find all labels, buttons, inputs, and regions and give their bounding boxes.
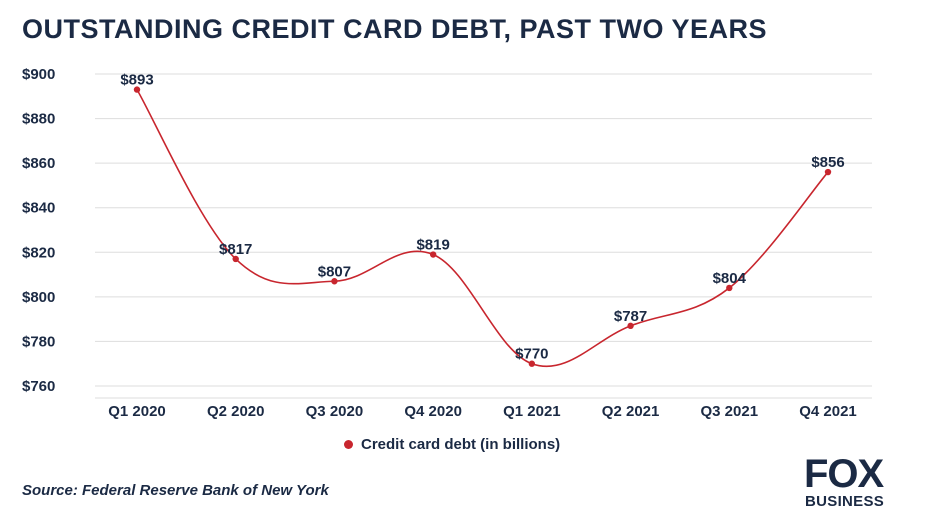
data-point (429, 251, 437, 258)
logo-business-text: BUSINESS (805, 493, 885, 510)
data-label: $817 (219, 241, 252, 258)
y-tick-label: $760 (22, 378, 55, 395)
y-tick-label: $820 (22, 244, 55, 261)
y-tick-label: $780 (22, 333, 55, 350)
x-tick-label: Q3 2021 (701, 403, 759, 420)
logo-fox-text: FOX (804, 452, 884, 496)
series-points (133, 86, 832, 367)
data-label: $787 (614, 308, 647, 325)
x-tick-label: Q2 2021 (602, 403, 660, 420)
x-tick-label: Q4 2021 (799, 403, 857, 420)
data-point (133, 86, 141, 93)
data-label: $856 (811, 154, 844, 171)
data-label: $807 (318, 263, 351, 280)
data-label: $804 (713, 270, 747, 287)
x-axis-ticks: Q1 2020 Q2 2020 Q3 2020 Q4 2020 Q1 2021 Q2 20… (108, 403, 857, 420)
x-tick-label: Q1 2021 (503, 403, 561, 420)
data-point (331, 278, 338, 285)
x-tick-label: Q1 2020 (108, 403, 166, 420)
y-tick-label: $800 (22, 289, 55, 306)
y-tick-label: $840 (22, 200, 55, 217)
data-point (824, 168, 832, 176)
data-point (232, 255, 239, 263)
source-note: Source: Federal Reserve Bank of New York (22, 482, 329, 499)
data-point (528, 360, 536, 367)
y-tick-label: $900 (22, 66, 55, 83)
y-axis-ticks: $900 $880 $860 $840 $820 $800 $780 $760 (22, 66, 55, 395)
data-labels: $893 $817 $807 $819 $770 $787 $804 $856 (120, 72, 844, 363)
fox-business-logo: FOX BUSINESS (804, 452, 912, 512)
data-point (627, 322, 634, 330)
x-tick-label: Q2 2020 (207, 403, 265, 420)
line-chart: $900 $880 $860 $840 $820 $800 $780 $760 Q1 2020… (22, 66, 872, 420)
data-label: $770 (515, 346, 548, 363)
data-point (726, 284, 733, 292)
legend: Credit card debt (in billions) (344, 436, 560, 453)
grid-lines (95, 73, 872, 399)
x-tick-label: Q4 2020 (404, 403, 462, 420)
x-tick-label: Q3 2020 (306, 403, 364, 420)
y-tick-label: $880 (22, 111, 55, 128)
data-label: $819 (416, 237, 449, 254)
series-line-path (136, 89, 829, 368)
legend-marker (344, 440, 353, 449)
legend-label: Credit card debt (in billions) (361, 436, 561, 453)
y-tick-label: $860 (22, 155, 55, 172)
chart-title: OUTSTANDING CREDIT CARD DEBT, PAST TWO Y… (22, 14, 768, 44)
data-label: $893 (120, 72, 153, 89)
series-line (136, 89, 829, 368)
